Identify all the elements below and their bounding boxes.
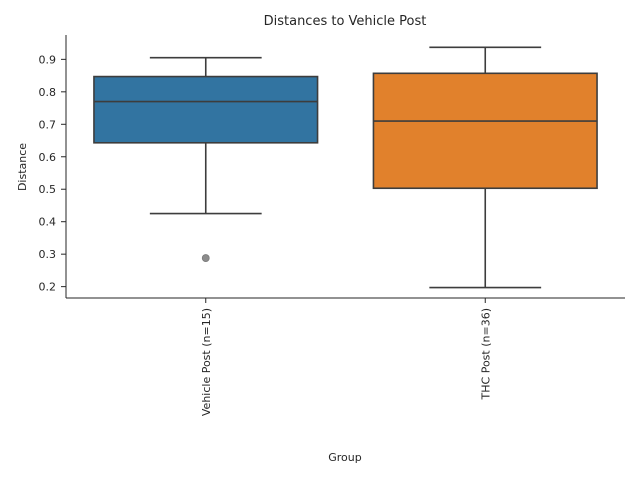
x-axis-ticks: Vehicle Post (n=15) THC Post (n=36)	[200, 298, 492, 416]
box-group	[93, 56, 319, 262]
y-tick-label: 0.2	[39, 281, 57, 294]
y-tick-label: 0.3	[39, 248, 57, 261]
x-tick-label: THC Post (n=36)	[479, 308, 492, 400]
y-tick-label: 0.9	[39, 53, 57, 66]
box-iqr	[93, 75, 319, 144]
y-tick-label: 0.8	[39, 86, 57, 99]
box-group	[372, 46, 598, 289]
chart-title: Distances to Vehicle Post	[264, 14, 427, 29]
y-axis-label: Distance	[16, 143, 29, 191]
y-tick-label: 0.5	[39, 183, 57, 196]
plot-area	[93, 46, 598, 289]
outlier-point	[201, 254, 210, 262]
y-tick-label: 0.4	[39, 216, 57, 229]
y-tick-label: 0.7	[39, 118, 57, 131]
x-tick-label: Vehicle Post (n=15)	[200, 308, 213, 416]
box-iqr	[372, 72, 598, 190]
y-axis-ticks: 0.2 0.3 0.4 0.5 0.6 0.7 0.8 0.9	[39, 53, 66, 294]
y-tick-label: 0.6	[39, 151, 57, 164]
x-axis-label: Group	[328, 451, 362, 464]
